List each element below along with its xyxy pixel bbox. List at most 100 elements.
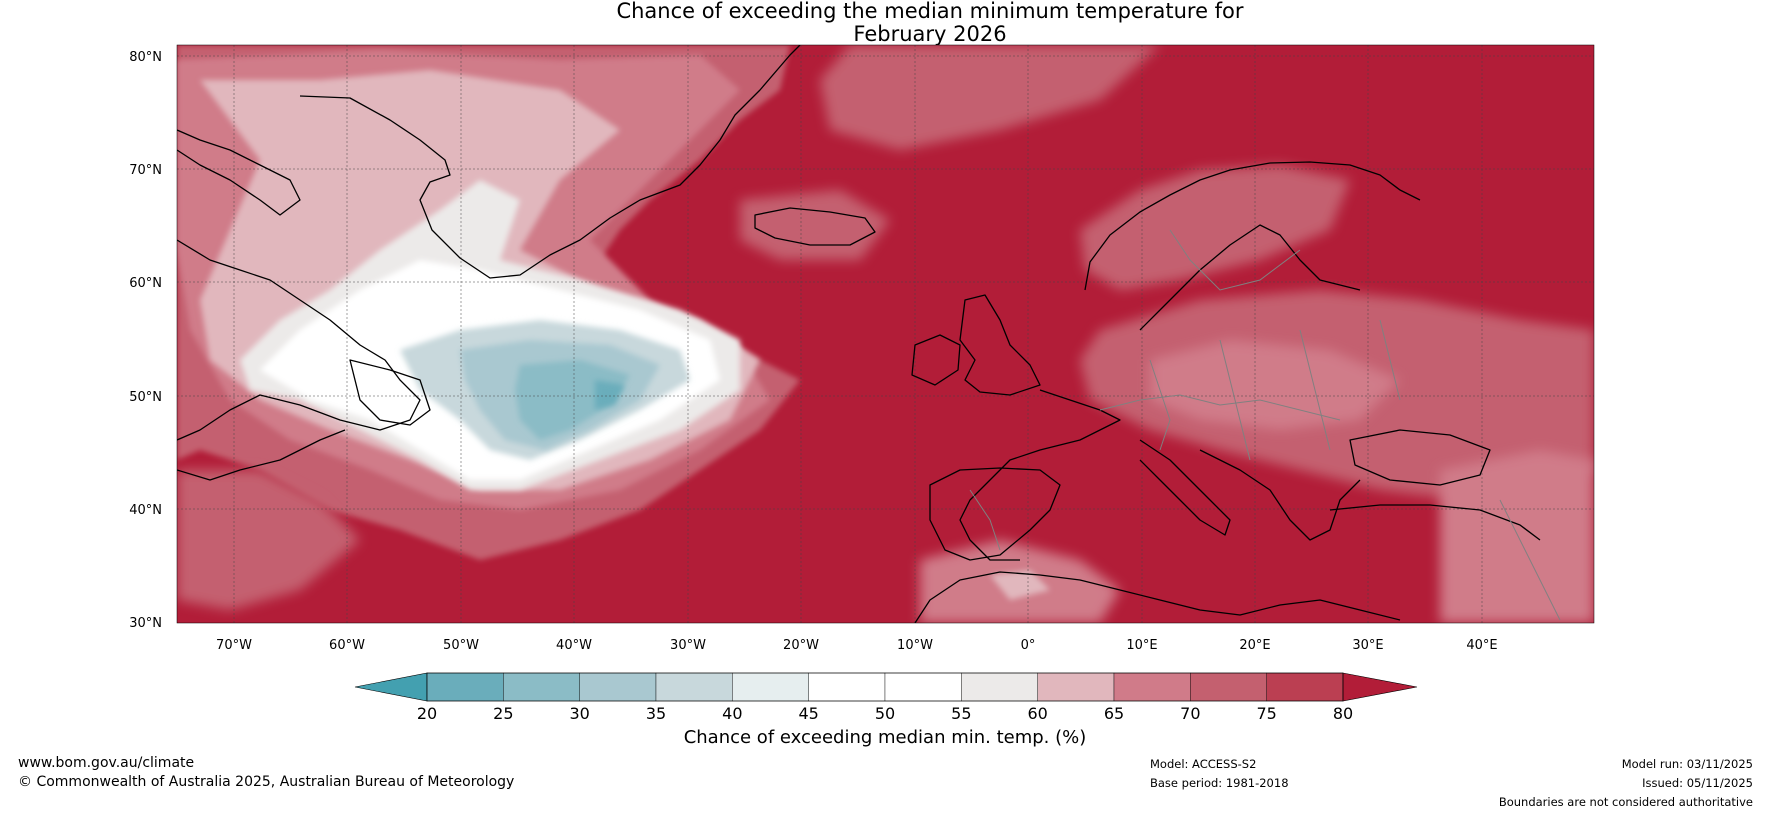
lon-label-20w: 20°W — [783, 638, 819, 653]
border-middle-east — [1499, 499, 1561, 621]
colorbar-segment — [1266, 672, 1344, 702]
footer-issued: Issued: 05/11/2025 — [1642, 776, 1753, 790]
coast-norway — [1084, 161, 1421, 291]
colorbar-tick-label: 30 — [569, 704, 589, 723]
lat-label-50: 50°N — [129, 390, 162, 405]
probability-field — [177, 45, 1594, 623]
coast-newfoundland — [349, 359, 431, 426]
colorbar-tick-label: 80 — [1333, 704, 1353, 723]
footer-model: Model: ACCESS-S2 — [1150, 757, 1257, 771]
lat-label-30: 30°N — [129, 616, 162, 631]
lon-label-30w: 30°W — [670, 638, 706, 653]
gridlines — [177, 45, 1594, 623]
coast-labrador — [177, 239, 421, 441]
colorbar-tick-label: 40 — [722, 704, 742, 723]
lon-label-70w: 70°W — [216, 638, 252, 653]
colorbar-over-arrow — [1342, 672, 1418, 702]
chart-title: Chance of exceeding the median minimum t… — [0, 0, 1770, 46]
colorbar-label: Chance of exceeding median min. temp. (%… — [683, 727, 1087, 748]
border-scandinavia — [1169, 229, 1301, 291]
footer-boundaries: Boundaries are not considered authoritat… — [1498, 795, 1753, 809]
colorbar-segment — [503, 672, 580, 702]
coast-baffin — [177, 129, 301, 216]
lon-label-10e: 10°E — [1126, 638, 1157, 653]
lon-label-10w: 10°W — [897, 638, 933, 653]
coast-balkans — [1199, 449, 1361, 541]
field-middle-east — [1440, 450, 1594, 623]
footer-website: www.bom.gov.au/climate — [18, 755, 195, 771]
field-blue-darkest — [595, 380, 625, 410]
lon-label-40w: 40°W — [556, 638, 592, 653]
border-europe-3 — [1219, 339, 1251, 461]
coast-black-sea — [1349, 429, 1491, 486]
colorbar-frame — [426, 672, 1344, 702]
coast-ireland — [911, 334, 961, 386]
colorbar-tick-label: 45 — [798, 704, 818, 723]
colorbar-tick-label: 55 — [951, 704, 971, 723]
border-europe-1 — [1099, 394, 1341, 421]
lat-label-40: 40°N — [129, 503, 162, 518]
colorbar-segment — [884, 672, 962, 702]
footer-base-period: Base period: 1981-2018 — [1150, 776, 1289, 790]
colorbar-ticks: 20 25 30 35 40 45 50 55 60 65 70 75 80 — [417, 704, 1353, 723]
coast-greenland — [299, 45, 801, 279]
lon-label-50w: 50°W — [443, 638, 479, 653]
colorbar-tick-label: 20 — [417, 704, 437, 723]
border-europe-4 — [1299, 329, 1331, 451]
field-europe-light — [1150, 340, 1400, 430]
title-line-1: Chance of exceeding the median minimum t… — [616, 0, 1244, 23]
colorbar-tick-label: 35 — [646, 704, 666, 723]
map-panel — [177, 45, 1594, 623]
lon-labels: 70°W 60°W 50°W 40°W 30°W 20°W 10°W 0° 10… — [216, 638, 1498, 653]
field-arctic-pink — [820, 45, 1160, 150]
field-iceland-pink — [740, 190, 890, 260]
lat-labels: 80°N 70°N 60°N 50°N 40°N 30°N — [129, 50, 162, 631]
coast-britain — [959, 294, 1041, 396]
lat-label-70: 70°N — [129, 163, 162, 178]
coast-turkey — [1329, 504, 1541, 541]
colorbar-segment — [961, 672, 1038, 702]
coast-italy — [1139, 439, 1231, 536]
lon-label-40e: 40°E — [1466, 638, 1497, 653]
colorbar-segment — [732, 672, 809, 702]
coast-sweden-finland — [1139, 224, 1361, 331]
colorbar: 20 25 30 35 40 45 50 55 60 65 70 75 80 — [354, 672, 1418, 723]
colorbar-segment — [579, 672, 657, 702]
colorbar-tick-label: 75 — [1256, 704, 1276, 723]
lon-label-20e: 20°E — [1239, 638, 1270, 653]
colorbar-segment — [426, 672, 504, 702]
lon-label-30e: 30°E — [1352, 638, 1383, 653]
field-atlantic-patch — [177, 470, 360, 610]
border-iberia — [969, 489, 1001, 551]
colorbar-segments — [426, 672, 1344, 702]
country-borders — [969, 229, 1561, 621]
colorbar-tick-label: 60 — [1027, 704, 1047, 723]
colorbar-segment — [1037, 672, 1115, 702]
footer-model-run: Model run: 03/11/2025 — [1621, 757, 1753, 771]
coast-nova-scotia — [177, 429, 346, 481]
field-blue-dark — [515, 360, 630, 440]
coast-north-africa — [914, 571, 1401, 623]
lat-label-60: 60°N — [129, 276, 162, 291]
title-line-2: February 2026 — [853, 22, 1007, 46]
lat-label-80: 80°N — [129, 50, 162, 65]
lon-label-0: 0° — [1021, 638, 1036, 653]
map-frame — [176, 44, 1595, 624]
colorbar-tick-label: 50 — [875, 704, 895, 723]
colorbar-under-arrow — [354, 672, 428, 702]
coast-iberia — [929, 467, 1061, 561]
lon-label-60w: 60°W — [329, 638, 365, 653]
field-africa-white — [990, 570, 1050, 600]
border-europe-2 — [1149, 359, 1171, 451]
footer-copyright: © Commonwealth of Australia 2025, Austra… — [18, 774, 515, 790]
coast-iceland — [754, 207, 876, 246]
colorbar-tick-label: 70 — [1180, 704, 1200, 723]
colorbar-segment — [1190, 672, 1267, 702]
colorbar-tick-label: 65 — [1104, 704, 1124, 723]
colorbar-segment — [808, 672, 886, 702]
colorbar-segment — [655, 672, 733, 702]
border-europe-5 — [1379, 319, 1401, 401]
colorbar-segment — [1113, 672, 1191, 702]
colorbar-tick-label: 25 — [493, 704, 513, 723]
